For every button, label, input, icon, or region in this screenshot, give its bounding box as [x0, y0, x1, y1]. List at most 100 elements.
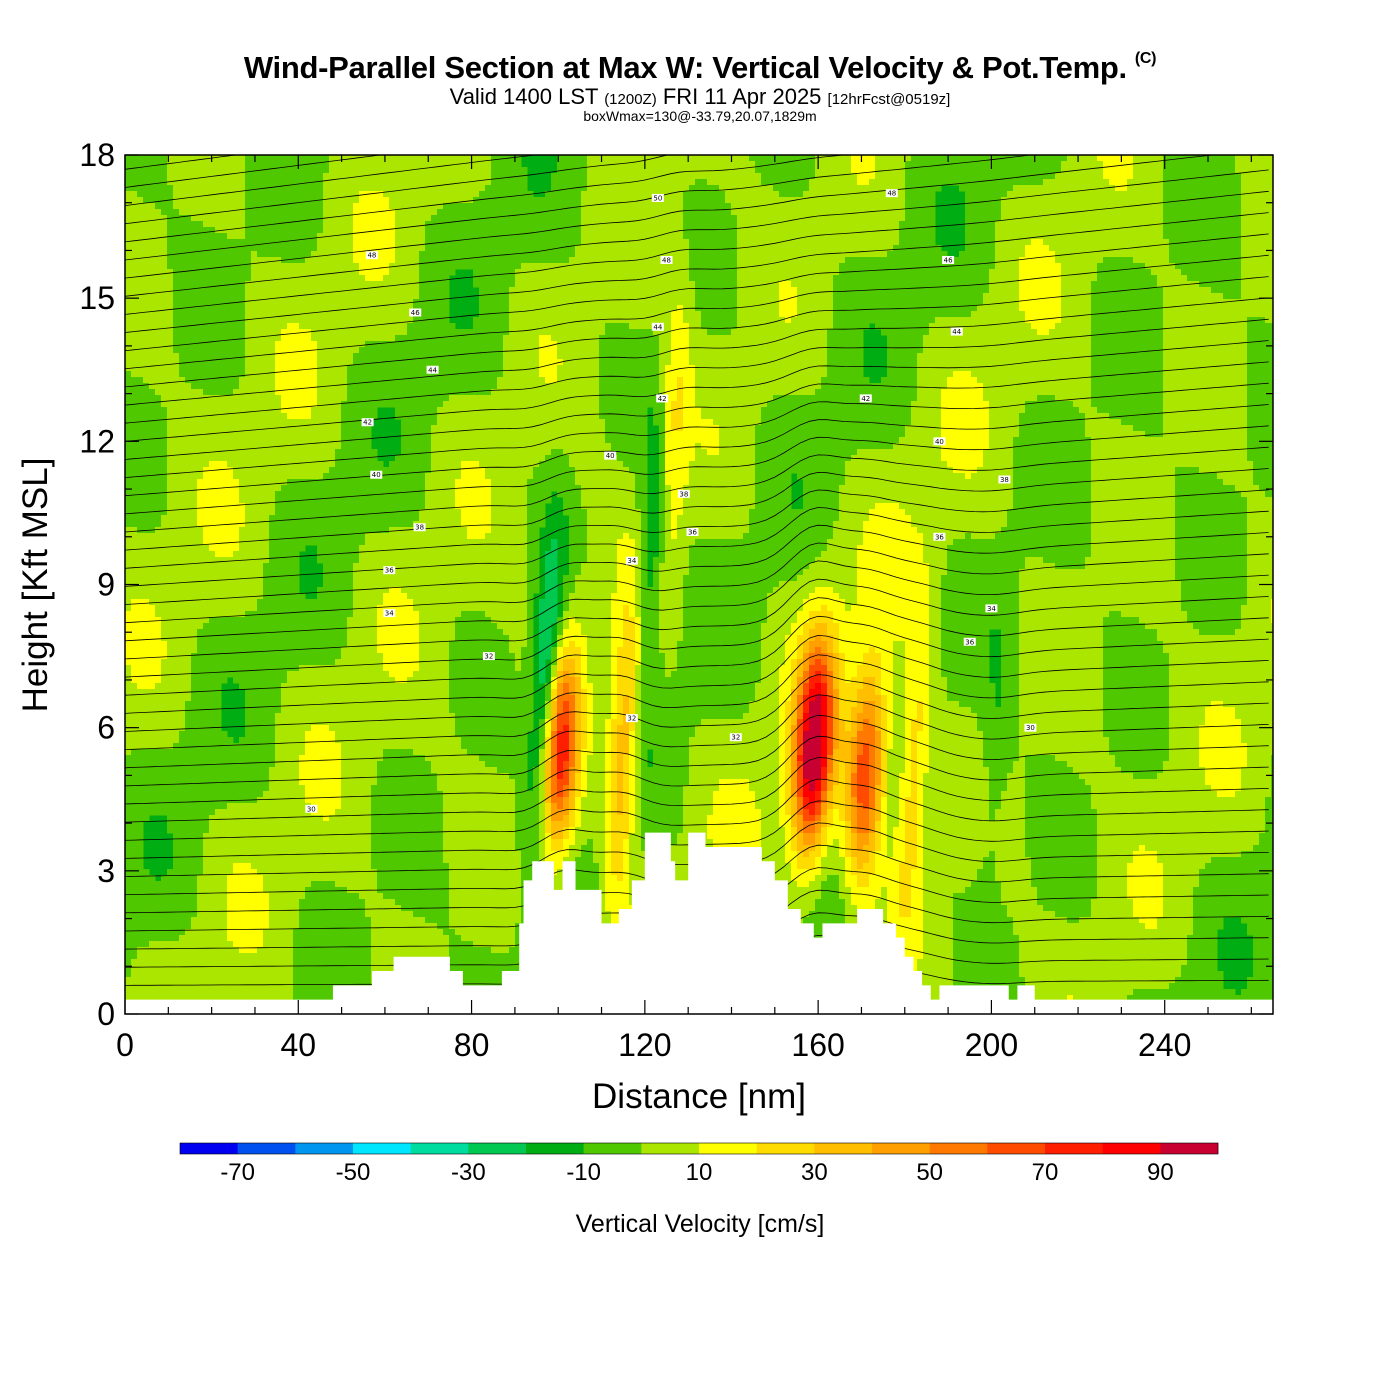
field-cell [239, 617, 246, 624]
field-cell [239, 977, 246, 984]
field-cell [305, 881, 312, 888]
field-cell [215, 161, 222, 168]
field-cell [143, 203, 150, 210]
field-cell [143, 251, 150, 258]
field-cell [131, 881, 138, 888]
field-cell [191, 539, 198, 546]
field-cell [131, 713, 138, 720]
field-cell [197, 737, 204, 744]
field-cell [329, 479, 336, 486]
field-cell [203, 509, 210, 516]
field-cell [137, 389, 144, 396]
field-cell [143, 605, 150, 612]
field-cell [173, 629, 180, 636]
field-cell [305, 971, 312, 978]
field-cell [233, 533, 240, 540]
field-cell [311, 245, 318, 252]
field-cell [209, 479, 216, 486]
field-cell [257, 161, 264, 168]
field-cell [329, 299, 336, 306]
field-cell [215, 275, 222, 282]
field-cell [293, 365, 300, 372]
field-cell [155, 245, 162, 252]
field-cell [275, 497, 282, 504]
field-cell [221, 827, 228, 834]
field-cell [215, 425, 222, 432]
field-cell [191, 299, 198, 306]
field-cell [293, 713, 300, 720]
field-cell [323, 977, 330, 984]
field-cell [209, 275, 216, 282]
field-cell [323, 827, 330, 834]
field-cell [275, 305, 282, 312]
field-cell [203, 497, 210, 504]
field-cell [125, 419, 132, 426]
field-cell [233, 509, 240, 516]
field-cell [203, 719, 210, 726]
field-cell [155, 233, 162, 240]
field-cell [179, 971, 186, 978]
field-cell [233, 413, 240, 420]
field-cell [155, 785, 162, 792]
field-cell [227, 629, 234, 636]
field-cell [197, 599, 204, 606]
field-cell [197, 467, 204, 474]
field-cell [335, 335, 342, 342]
field-cell [329, 413, 336, 420]
field-cell [281, 365, 288, 372]
field-cell [173, 485, 180, 492]
field-cell [227, 329, 234, 336]
field-cell [197, 797, 204, 804]
field-cell [233, 437, 240, 444]
field-cell [125, 557, 132, 564]
field-cell [251, 497, 258, 504]
field-cell [137, 599, 144, 606]
field-cell [311, 635, 318, 642]
field-cell [149, 707, 156, 714]
field-cell [281, 641, 288, 648]
field-cell [185, 521, 192, 528]
field-cell [161, 959, 168, 966]
field-cell [161, 491, 168, 498]
field-cell [263, 887, 270, 894]
field-cell [161, 257, 168, 264]
field-cell [131, 683, 138, 690]
field-cell [269, 887, 276, 894]
field-cell [233, 995, 240, 1002]
field-cell [167, 491, 174, 498]
field-cell [269, 215, 276, 222]
field-cell [149, 431, 156, 438]
field-cell [125, 227, 132, 234]
field-cell [275, 209, 282, 216]
field-cell [269, 311, 276, 318]
field-cell [287, 809, 294, 816]
field-cell [305, 767, 312, 774]
field-cell [317, 737, 324, 744]
field-cell [143, 395, 150, 402]
field-cell [149, 731, 156, 738]
field-cell [125, 341, 132, 348]
field-cell [281, 401, 288, 408]
field-cell [317, 587, 324, 594]
field-cell [137, 755, 144, 762]
field-cell [125, 929, 132, 936]
field-cell [245, 941, 252, 948]
field-cell [155, 383, 162, 390]
field-cell [215, 893, 222, 900]
field-cell [191, 179, 198, 186]
field-cell [305, 677, 312, 684]
field-cell [293, 737, 300, 744]
field-cell [185, 959, 192, 966]
field-cell [227, 341, 234, 348]
field-cell [293, 347, 300, 354]
field-cell [329, 323, 336, 330]
field-cell [215, 911, 222, 918]
field-cell [173, 413, 180, 420]
field-cell [275, 749, 282, 756]
field-cell [125, 527, 132, 534]
field-cell [209, 239, 216, 246]
field-cell [287, 485, 294, 492]
field-cell [185, 593, 192, 600]
field-cell [329, 911, 336, 918]
field-cell [287, 713, 294, 720]
